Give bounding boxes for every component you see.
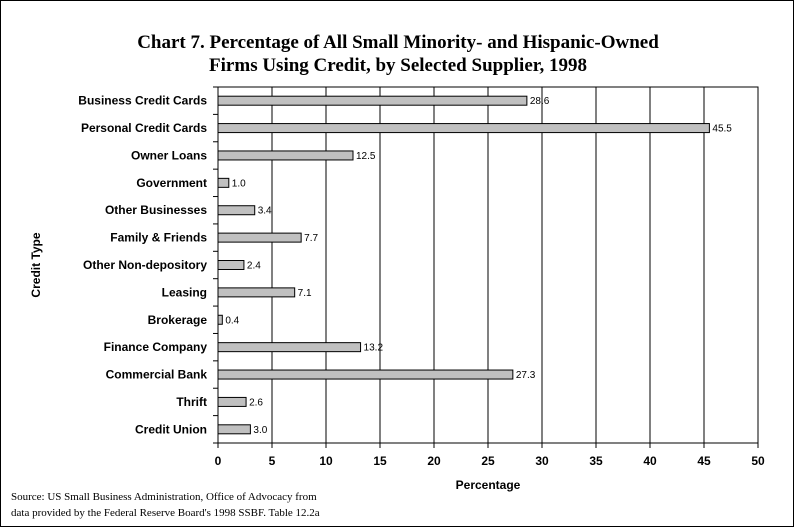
source-line-1: Source: US Small Business Administration… [11,491,317,503]
bar [217,396,247,407]
bar [217,314,223,325]
data-label: 28.6 [530,96,550,107]
chart-title: Chart 7. Percentage of All Small Minorit… [0,31,796,77]
data-label: 3.4 [258,206,272,217]
x-tick-label: 25 [481,454,495,468]
category-label: Credit Union [135,422,207,436]
source-note: Source: US Small Business Administration… [11,489,320,521]
data-label: 1.0 [232,178,246,189]
category-label: Other Businesses [105,203,207,217]
chart-title-line-1: Chart 7. Percentage of All Small Minorit… [137,32,659,53]
category-label: Finance Company [104,340,208,354]
data-label: 7.1 [298,288,312,299]
x-tick-label: 20 [427,454,441,468]
category-label: Other Non-depository [83,258,207,272]
x-tick-label: 15 [373,454,387,468]
bar [217,424,251,435]
bar [217,150,354,161]
x-tick-label: 30 [535,454,549,468]
category-label: Personal Credit Cards [81,121,207,135]
data-label: 2.4 [247,261,261,272]
bar [217,205,256,216]
category-label: Family & Friends [110,231,207,245]
x-tick-label: 5 [269,454,276,468]
bar [217,369,514,380]
x-tick-label: 0 [215,454,222,468]
source-line-2: data provided by the Federal Reserve Boa… [11,507,320,519]
bar [217,342,362,353]
y-axis-title: Credit Type [29,232,43,297]
data-label: 27.3 [516,370,536,381]
bar [217,123,710,134]
category-label: Business Credit Cards [78,94,207,108]
data-label: 45.5 [712,124,732,135]
x-tick-label: 45 [697,454,711,468]
bar [217,95,528,106]
data-label: 2.6 [249,397,263,408]
chart-title-line-2: Firms Using Credit, by Selected Supplier… [209,55,587,76]
category-label: Leasing [162,285,207,299]
x-tick-label: 10 [319,454,333,468]
category-label: Owner Loans [131,148,207,162]
bar [217,177,230,188]
bar [217,287,296,298]
x-tick-label: 35 [589,454,603,468]
bar [217,260,245,270]
category-label: Thrift [176,395,207,409]
data-label: 12.5 [356,151,376,162]
category-label: Commercial Bank [106,368,208,382]
category-label: Government [136,176,207,190]
x-tick-label: 40 [643,454,657,468]
data-label: 3.0 [253,425,267,436]
x-axis-title: Percentage [456,478,521,492]
data-label: 0.4 [225,315,239,326]
data-label: 7.7 [304,233,318,244]
data-label: 13.2 [364,343,384,354]
x-tick-label: 50 [751,454,765,468]
category-label: Brokerage [148,313,208,327]
bar [217,232,302,243]
